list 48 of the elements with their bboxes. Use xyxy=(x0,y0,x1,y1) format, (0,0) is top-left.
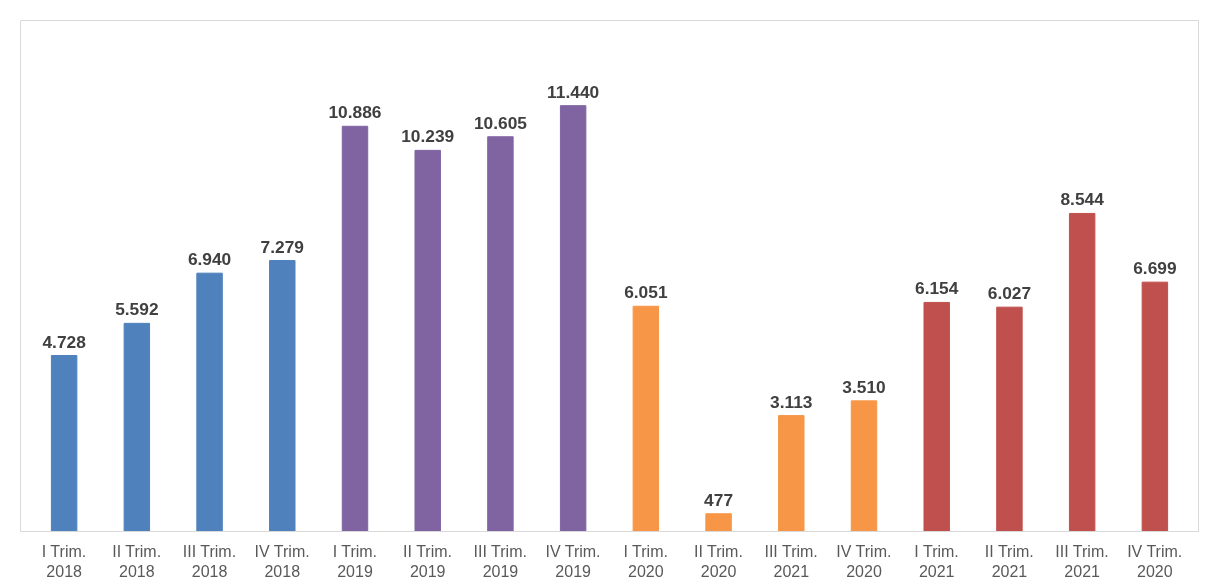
x-tick-label: IV Trim. 2018 xyxy=(254,542,310,580)
bar xyxy=(1068,212,1096,532)
data-label: 477 xyxy=(704,489,734,510)
data-label: 6.051 xyxy=(624,282,668,303)
x-tick-label: I Trim. 2018 xyxy=(41,542,87,580)
data-label: 6.154 xyxy=(915,278,959,299)
x-tick-label: IV Trim. 2019 xyxy=(545,542,601,580)
x-tick-label: III Trim. 2021 xyxy=(1055,542,1109,580)
bar xyxy=(196,272,223,532)
x-tick-label: III Trim. 2019 xyxy=(473,542,527,580)
bar xyxy=(632,305,660,532)
bar xyxy=(923,301,950,532)
bar xyxy=(1141,281,1169,532)
bar xyxy=(341,125,369,532)
data-label: 7.279 xyxy=(260,236,304,257)
x-tick-label: I Trim. 2021 xyxy=(914,542,959,580)
bar xyxy=(705,513,732,532)
x-tick-label: III Trim. 2018 xyxy=(182,542,237,580)
bar xyxy=(559,105,587,532)
data-label: 11.440 xyxy=(547,81,600,102)
data-label: 6.940 xyxy=(187,249,232,270)
x-tick-label: IV Trim. 2020 xyxy=(1127,542,1183,580)
data-label: 5.592 xyxy=(115,299,159,320)
data-label: 4.728 xyxy=(42,331,87,352)
x-tick-label: I Trim. 2020 xyxy=(623,542,668,580)
x-tick-label: II Trim. 2018 xyxy=(112,542,162,580)
x-tick-label: I Trim. 2019 xyxy=(332,542,378,580)
bar xyxy=(414,149,441,532)
data-label: 10.886 xyxy=(328,102,382,123)
data-label: 10.239 xyxy=(401,126,455,147)
bar xyxy=(269,260,296,532)
bar xyxy=(487,136,514,532)
bar xyxy=(996,306,1023,532)
data-label: 6.027 xyxy=(987,283,1032,304)
bar xyxy=(123,322,151,532)
bar xyxy=(778,415,805,532)
x-tick-label: II Trim. 2020 xyxy=(693,542,743,580)
data-label: 3.510 xyxy=(842,376,886,397)
bar xyxy=(50,355,78,532)
x-tick-label: IV Trim. 2020 xyxy=(836,542,892,580)
x-tick-label: II Trim. 2019 xyxy=(403,542,453,580)
x-tick-label: III Trim. 2021 xyxy=(764,542,818,580)
bar xyxy=(850,400,878,532)
data-label: 8.544 xyxy=(1060,189,1105,210)
x-tick-label: II Trim. 2021 xyxy=(984,542,1034,580)
data-label: 3.113 xyxy=(770,391,813,412)
data-label: 6.699 xyxy=(1133,258,1177,279)
data-label: 10.605 xyxy=(473,112,528,133)
